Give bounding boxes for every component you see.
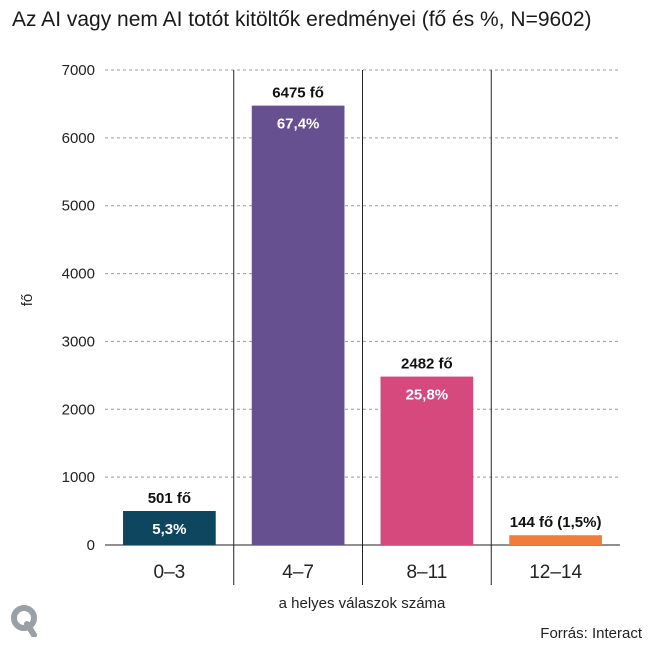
bar [123, 511, 216, 545]
count-label: 501 fő [148, 490, 191, 507]
x-category-label: 12–14 [529, 562, 582, 583]
y-tick-label: 7000 [62, 62, 95, 79]
x-axis-categories: 0–3 4–7 8–11 12–14 [154, 562, 583, 583]
data-labels: 501 fő 5,3% 6475 fő 67,4% 2482 fő 25,8% 144 fő… [148, 85, 602, 538]
q-logo [10, 603, 40, 642]
y-tick-label: 1000 [62, 469, 95, 486]
y-tick-label: 2000 [62, 401, 95, 418]
count-label: 2482 fő [401, 356, 453, 373]
percent-label: 67,4% [277, 116, 320, 133]
y-axis-label: fő [19, 294, 36, 307]
y-tick-label: 4000 [62, 266, 95, 283]
bar [251, 105, 345, 545]
x-category-label: 0–3 [154, 562, 186, 583]
bars [123, 105, 602, 545]
x-category-label: 4–7 [282, 562, 314, 583]
bar [509, 535, 602, 545]
y-tick-label: 5000 [62, 198, 95, 215]
bar [380, 376, 474, 545]
y-axis-ticks: 0 1000 2000 3000 4000 5000 6000 7000 [62, 62, 95, 554]
x-category-label: 8–11 [406, 562, 447, 583]
percent-label: 5,3% [152, 521, 186, 538]
y-tick-label: 3000 [62, 333, 95, 350]
y-tick-label: 0 [87, 537, 95, 554]
count-label: 144 fő (1,5%) [510, 514, 602, 531]
count-label: 6475 fő [272, 85, 324, 102]
percent-label: 25,8% [406, 387, 449, 404]
source-note: Forrás: Interact [540, 625, 642, 642]
y-tick-label: 6000 [62, 130, 95, 147]
chart-title: Az AI vagy nem AI totót kitöltők eredmén… [12, 8, 592, 31]
gridlines [105, 69, 620, 585]
x-axis-label: a helyes válaszok száma [279, 595, 446, 612]
